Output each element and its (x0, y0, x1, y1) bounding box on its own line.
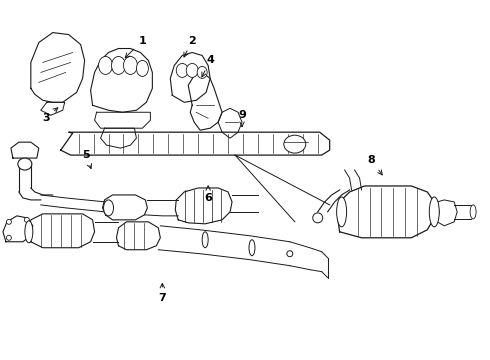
Polygon shape (100, 128, 136, 148)
Text: 4: 4 (202, 55, 214, 77)
Ellipse shape (136, 60, 148, 76)
Polygon shape (338, 186, 434, 238)
Ellipse shape (186, 63, 198, 77)
Polygon shape (102, 195, 147, 220)
Polygon shape (218, 108, 242, 138)
Ellipse shape (176, 63, 188, 77)
Text: 9: 9 (238, 110, 246, 126)
Polygon shape (61, 132, 330, 155)
Text: 3: 3 (42, 108, 58, 123)
Text: 8: 8 (368, 155, 382, 175)
Ellipse shape (470, 205, 476, 219)
Ellipse shape (284, 135, 306, 153)
Polygon shape (31, 32, 85, 102)
Ellipse shape (337, 197, 346, 227)
Ellipse shape (103, 200, 114, 216)
Ellipse shape (6, 219, 11, 224)
Polygon shape (437, 200, 457, 226)
Polygon shape (41, 102, 65, 115)
Ellipse shape (18, 158, 32, 170)
Ellipse shape (6, 235, 11, 240)
Polygon shape (29, 214, 95, 248)
Ellipse shape (112, 57, 125, 75)
Polygon shape (171, 53, 210, 102)
Ellipse shape (197, 67, 207, 78)
Ellipse shape (202, 232, 208, 248)
Ellipse shape (429, 197, 439, 227)
Text: 6: 6 (204, 186, 212, 203)
Ellipse shape (98, 57, 113, 75)
Ellipse shape (249, 240, 255, 256)
Text: 5: 5 (82, 150, 92, 168)
Ellipse shape (24, 217, 29, 222)
Polygon shape (175, 188, 232, 224)
Text: 1: 1 (125, 36, 147, 58)
Text: 7: 7 (158, 283, 166, 302)
Text: 2: 2 (184, 36, 196, 57)
Ellipse shape (25, 221, 33, 243)
Ellipse shape (287, 251, 293, 257)
Polygon shape (3, 216, 33, 242)
Ellipse shape (123, 57, 137, 75)
Polygon shape (95, 112, 150, 128)
Polygon shape (188, 72, 222, 130)
Polygon shape (117, 222, 160, 250)
Polygon shape (91, 49, 152, 112)
Ellipse shape (313, 213, 323, 223)
Polygon shape (11, 142, 39, 158)
